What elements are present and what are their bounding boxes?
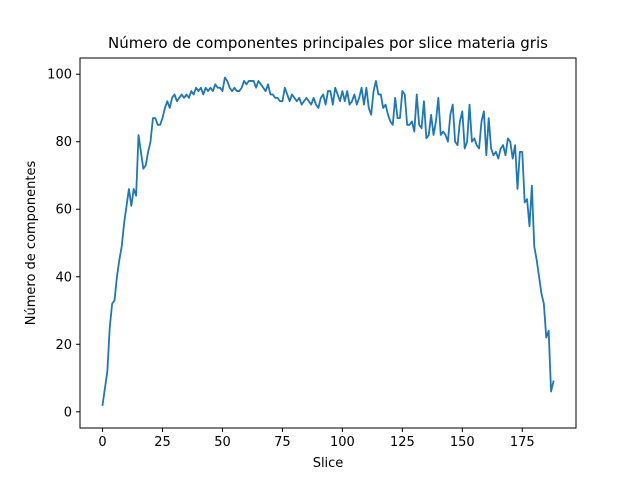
x-tick-label: 50	[214, 435, 231, 450]
x-tick-label: 125	[390, 435, 415, 450]
x-tick-label: 0	[98, 435, 106, 450]
y-axis: 0 20 40 60 80 100	[47, 68, 80, 420]
series-line-componentes	[101, 76, 555, 407]
y-tick-label: 100	[47, 68, 72, 83]
y-tick-label: 20	[55, 338, 72, 353]
x-tick-label: 75	[274, 435, 291, 450]
y-tick-label: 0	[64, 405, 72, 420]
plot-area	[101, 76, 555, 407]
y-tick-label: 80	[55, 135, 72, 150]
y-tick-label: 60	[55, 203, 72, 218]
x-tick-label: 150	[450, 435, 475, 450]
y-tick-label: 40	[55, 270, 72, 285]
y-axis-label: Número de componentes	[24, 161, 39, 326]
x-axis: 0 25 50 75 100 125 150 175	[98, 428, 535, 450]
plot-frame	[79, 57, 577, 429]
x-tick-label: 25	[154, 435, 171, 450]
chart-title: Número de componentes principales por sl…	[108, 34, 548, 52]
x-axis-label: Slice	[313, 456, 344, 471]
x-tick-label: 100	[330, 435, 355, 450]
x-tick-label: 175	[510, 435, 535, 450]
